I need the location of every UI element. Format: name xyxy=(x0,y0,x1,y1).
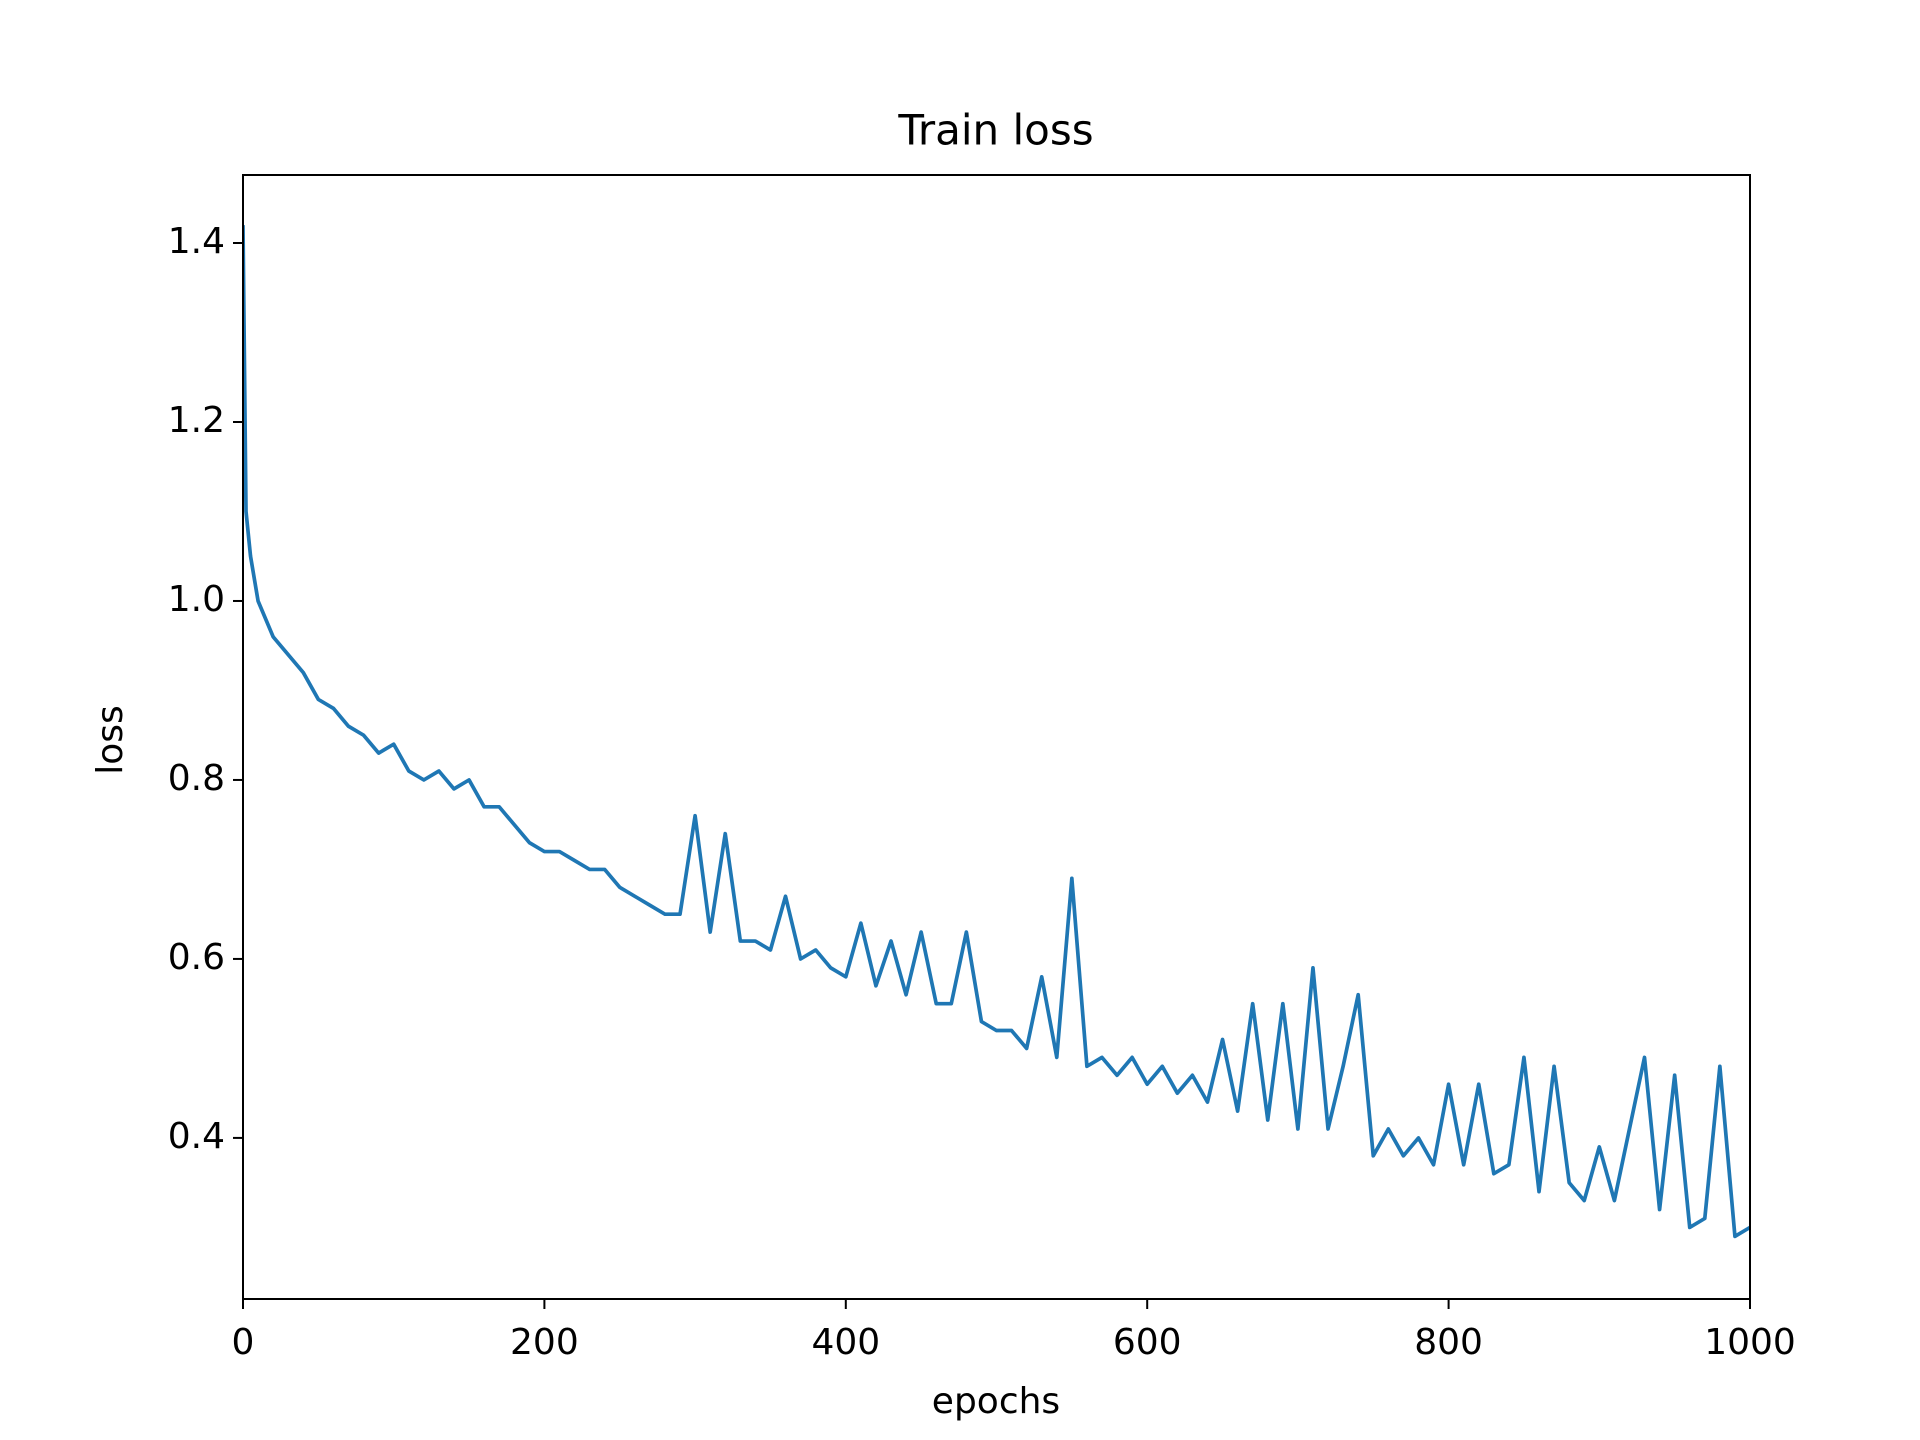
x-tick-label: 200 xyxy=(510,1322,579,1363)
x-tick-label: 1000 xyxy=(1704,1322,1796,1363)
y-axis-label: loss xyxy=(90,705,131,775)
x-axis-label: epochs xyxy=(932,1381,1060,1422)
plot-frame xyxy=(242,174,1751,1300)
y-tick-label: 1.0 xyxy=(168,579,225,620)
x-tick-label: 400 xyxy=(811,1322,880,1363)
y-tick-label: 0.4 xyxy=(168,1116,225,1157)
y-tick-label: 1.4 xyxy=(168,221,225,262)
x-tick-label: 800 xyxy=(1414,1322,1483,1363)
loss-line xyxy=(243,225,1750,1239)
y-tick-label: 0.8 xyxy=(168,758,225,799)
x-tick-label: 0 xyxy=(232,1322,255,1363)
y-tick-label: 0.6 xyxy=(168,937,225,978)
y-tick-label: 1.2 xyxy=(168,400,225,441)
chart-title: Train loss xyxy=(897,106,1093,155)
x-tick-label: 600 xyxy=(1113,1322,1182,1363)
